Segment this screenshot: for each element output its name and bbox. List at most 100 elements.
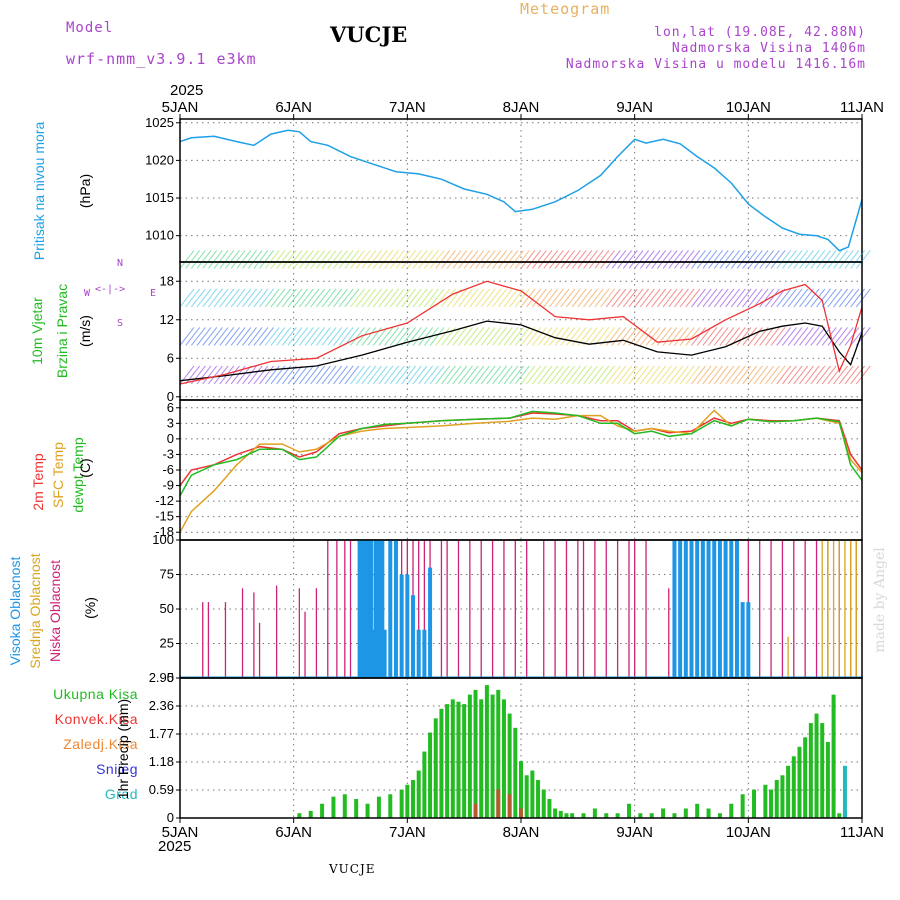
wind-arrow xyxy=(475,288,490,308)
wind-arrow xyxy=(412,288,428,308)
wind-arrow xyxy=(782,250,797,269)
wind-arrow xyxy=(253,327,269,346)
wind-arrow xyxy=(747,288,763,308)
wind-arrow xyxy=(350,365,365,385)
wind-arrow xyxy=(236,250,252,269)
wind-arrow xyxy=(514,365,530,385)
wind-arrow xyxy=(600,288,615,308)
wind-arrow xyxy=(770,365,786,385)
wind-arrow xyxy=(520,365,536,385)
wind-arrow xyxy=(452,288,468,308)
wind-arrow xyxy=(236,365,252,385)
wind-arrow xyxy=(549,327,564,346)
wind-arrow xyxy=(242,250,257,269)
wind-arrow xyxy=(367,250,382,269)
wind-arrow xyxy=(492,288,507,308)
wind-arrow xyxy=(281,288,297,308)
wind-arrow xyxy=(838,288,854,308)
wind-arrow xyxy=(350,327,365,346)
wind-arrow xyxy=(367,288,382,308)
wind-arrow xyxy=(594,365,610,385)
wind-arrow xyxy=(406,327,422,346)
wind-arrow xyxy=(628,365,644,385)
wind-arrow xyxy=(298,365,314,385)
x-tick-label-bottom: 11JAN xyxy=(840,824,884,841)
wind-arrow xyxy=(310,365,326,385)
wind-arrow xyxy=(685,327,701,346)
footer-station: VUCJE xyxy=(329,862,376,876)
wind-arrow xyxy=(270,288,286,308)
wind-arrow xyxy=(696,288,712,308)
wind-arrow xyxy=(537,327,553,346)
precip-bar xyxy=(717,813,722,818)
precip-bar xyxy=(769,789,774,818)
wind-arrow xyxy=(662,327,678,346)
wind-arrow xyxy=(196,365,212,385)
wind-arrow xyxy=(639,327,655,346)
wind-arrow xyxy=(719,250,735,269)
panel-wind xyxy=(179,250,871,385)
cloud-bar xyxy=(411,595,416,678)
precip-bar xyxy=(553,808,558,818)
wind-arrow xyxy=(361,327,377,346)
wind-arrow xyxy=(202,288,218,308)
wind-arrow xyxy=(367,365,382,385)
precip-bar xyxy=(547,799,552,818)
wind-arrow xyxy=(850,250,866,269)
wind-arrow xyxy=(435,365,451,385)
y-tick-label: 75 xyxy=(160,567,174,582)
wind-arrow xyxy=(622,288,638,308)
wind-arrow xyxy=(242,327,257,346)
wind-arrow xyxy=(668,250,684,269)
precip-bar xyxy=(439,708,444,818)
wind-arrow xyxy=(310,250,326,269)
wind-arrow xyxy=(418,365,434,385)
wind-arrow xyxy=(469,250,485,269)
precip-bar xyxy=(422,751,427,818)
wind-arrow xyxy=(492,250,507,269)
precip-bar xyxy=(450,699,455,818)
wind-arrow xyxy=(782,365,797,385)
wind-arrow xyxy=(389,288,405,308)
wind-arrow xyxy=(531,365,547,385)
precip-bar xyxy=(814,713,819,818)
wind-arrow xyxy=(725,365,740,385)
cloud-bar xyxy=(712,540,717,678)
wind-arrow xyxy=(634,288,650,308)
wind-arrow xyxy=(531,250,547,269)
cloud-bar xyxy=(416,629,421,678)
wind-arrow xyxy=(639,250,655,269)
wind-arrow xyxy=(190,327,206,346)
precip-bar xyxy=(564,813,569,818)
precip-bar xyxy=(592,808,597,818)
wind-arrow xyxy=(503,365,519,385)
wind-arrow xyxy=(412,250,428,269)
wind-arrow xyxy=(725,250,740,269)
wind-arrow xyxy=(401,250,417,269)
wind-arrow xyxy=(657,250,672,269)
wind-arrow xyxy=(691,327,706,346)
wind-arrow xyxy=(458,250,473,269)
x-tick-label-bottom: 7JAN xyxy=(389,824,426,841)
wind-arrow xyxy=(702,288,718,308)
x-tick-label-bottom: 5JAN xyxy=(162,824,199,841)
wind-arrow xyxy=(208,288,223,308)
wind-arrow xyxy=(736,250,752,269)
wind-arrow xyxy=(480,365,496,385)
wind-arrow xyxy=(742,288,758,308)
x-tick-label-top: 10JAN xyxy=(726,99,771,116)
wind-arrow xyxy=(827,288,843,308)
wind-arrow xyxy=(298,327,314,346)
wind-arrow xyxy=(696,365,712,385)
wind-arrow xyxy=(281,250,297,269)
y-tick-label: -6 xyxy=(162,462,174,477)
wind-arrow xyxy=(281,327,297,346)
wind-arrow xyxy=(327,250,343,269)
wind-arrow xyxy=(645,365,661,385)
wind-arrow xyxy=(469,288,485,308)
wind-arrow xyxy=(480,288,496,308)
cloud-bar xyxy=(405,574,410,678)
y-tick-label: 12 xyxy=(160,312,174,327)
y-tick-label: 3 xyxy=(167,415,174,430)
wind-arrow xyxy=(674,288,689,308)
